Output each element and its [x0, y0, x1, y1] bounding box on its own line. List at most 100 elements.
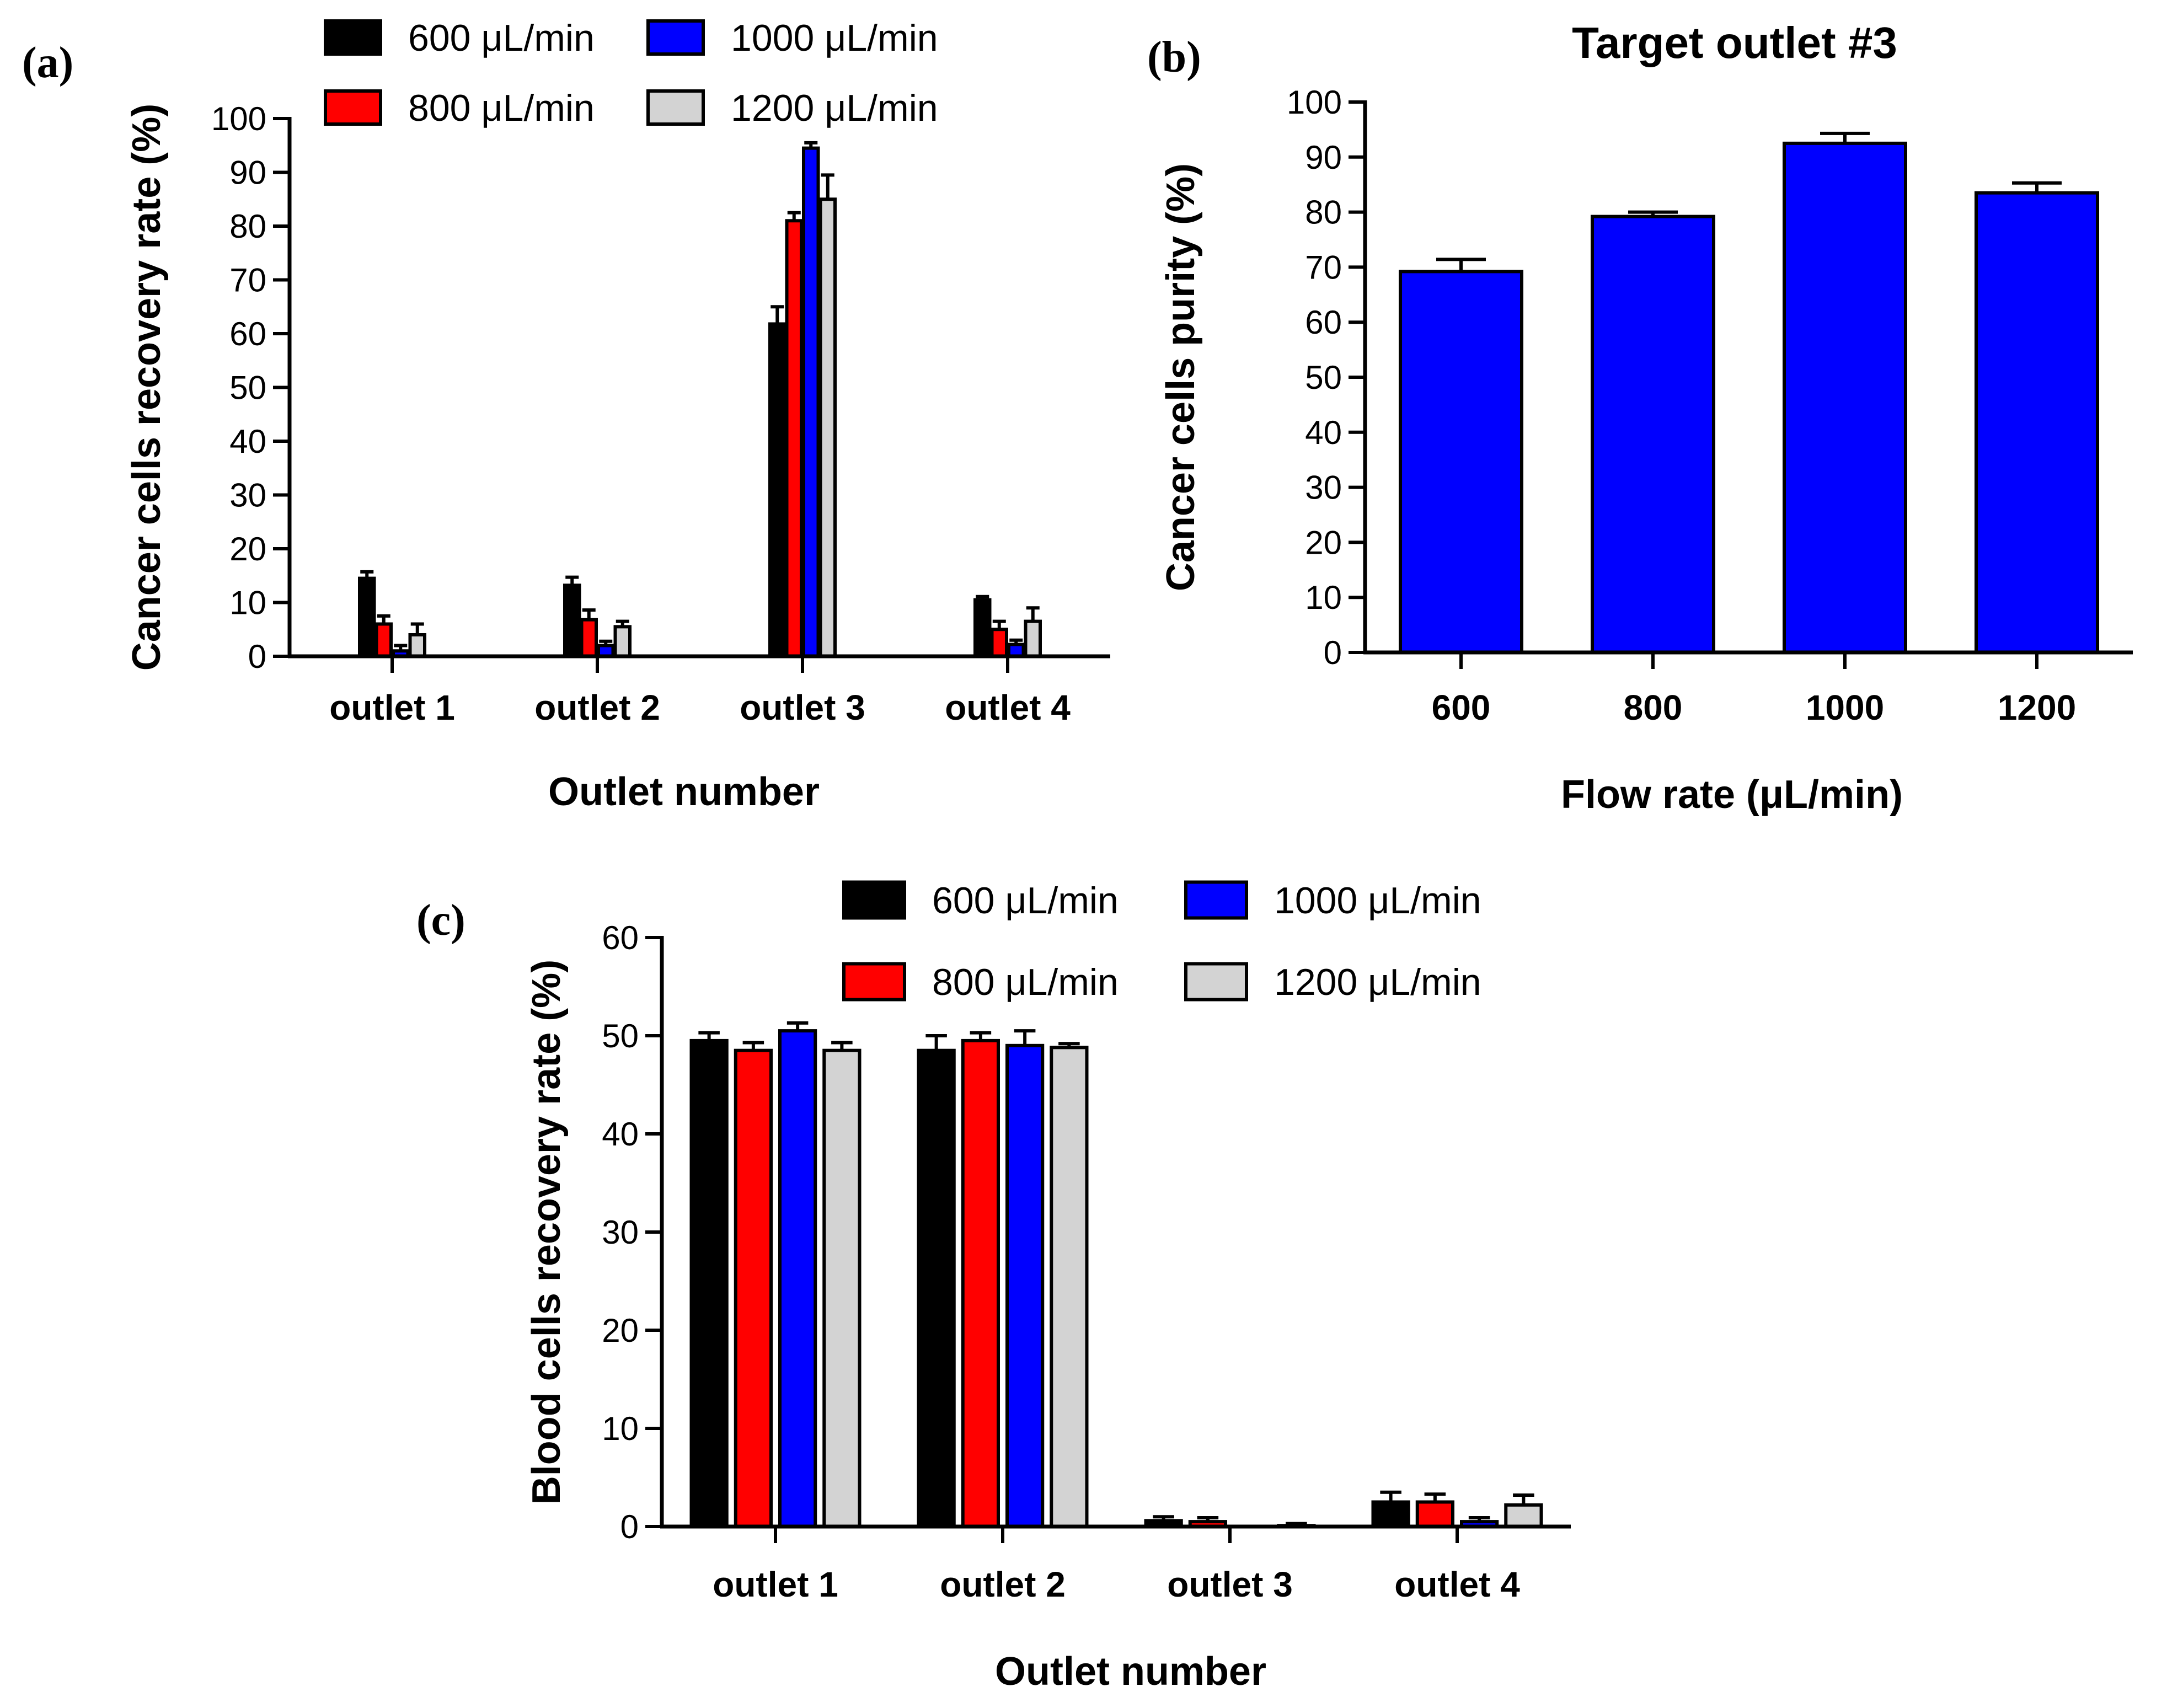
bar — [802, 146, 820, 658]
y-tick-label: 50 — [229, 370, 266, 406]
bar — [973, 598, 992, 658]
y-tick-label: 0 — [1324, 634, 1342, 671]
x-tick-label: outlet 3 — [740, 688, 865, 727]
y-tick-label: 0 — [620, 1508, 639, 1545]
legend-label: 1200 μL/min — [1274, 961, 1481, 1003]
legend-swatch — [324, 89, 382, 126]
bar — [358, 576, 376, 658]
bar — [1024, 619, 1042, 658]
x-tick-label: outlet 2 — [534, 688, 660, 727]
legend-swatch — [1184, 880, 1248, 920]
x-tick-label: outlet 3 — [1167, 1565, 1293, 1604]
y-tick-label: 40 — [229, 423, 266, 460]
y-tick-label: 80 — [229, 208, 266, 245]
panel-label: (b) — [1147, 33, 1201, 82]
y-tick-label: 50 — [602, 1018, 639, 1054]
x-tick-label: outlet 4 — [1394, 1565, 1520, 1604]
legend-label: 800 μL/min — [932, 961, 1119, 1003]
legend-label: 1000 μL/min — [731, 17, 938, 59]
y-tick-label: 50 — [1305, 359, 1342, 396]
legend-label: 1200 μL/min — [731, 87, 938, 129]
x-tick-label: 600 — [1432, 688, 1491, 727]
bar — [374, 622, 393, 658]
legend: 600 μL/min 800 μL/min 1000 μL/min 1200 μL/m… — [324, 17, 938, 129]
bar — [689, 1038, 729, 1528]
x-tick-label: outlet 1 — [713, 1565, 838, 1604]
y-axis-title: Cancer cells purity (%) — [1159, 163, 1203, 591]
x-axis-title: Flow rate (μL/min) — [1561, 773, 1903, 817]
legend-label: 600 μL/min — [932, 880, 1119, 922]
y-tick-label: 30 — [1305, 469, 1342, 506]
bar — [778, 1029, 817, 1528]
x-tick-label: outlet 1 — [329, 688, 455, 727]
y-tick-label: 30 — [229, 477, 266, 514]
y-tick-label: 60 — [602, 919, 639, 956]
bar — [917, 1048, 956, 1528]
bar — [1591, 215, 1715, 655]
bar — [1415, 1500, 1454, 1528]
x-tick-label: outlet 2 — [940, 1565, 1066, 1604]
y-tick-label: 70 — [229, 262, 266, 299]
legend-label: 800 μL/min — [408, 87, 595, 129]
bar — [408, 633, 426, 658]
chart-title: Target outlet #3 — [1572, 18, 1897, 67]
y-tick-label: 60 — [1305, 304, 1342, 341]
chart-panel-2: (b) Target outlet #3 0 10 20 30 40 50 60 70 80 90 10… — [1147, 18, 2133, 817]
legend-swatch — [646, 89, 705, 126]
bar — [961, 1038, 1000, 1528]
legend-swatch — [842, 962, 906, 1002]
chart-panel-3: (c) 0 10 20 30 40 50 60 outlet 1 outlet 2 outlet 3… — [416, 880, 1571, 1694]
y-tick-label: 90 — [1305, 139, 1342, 176]
y-tick-label: 40 — [1305, 414, 1342, 451]
y-tick-label: 90 — [229, 154, 266, 191]
bar — [1399, 270, 1523, 655]
y-tick-label: 10 — [1305, 579, 1342, 616]
y-axis-title: Cancer cells recovery rate (%) — [125, 104, 169, 671]
legend-swatch — [842, 880, 906, 920]
x-tick-label: 1000 — [1806, 688, 1884, 727]
y-tick-label: 100 — [211, 100, 266, 137]
bar — [818, 197, 837, 658]
y-tick-label: 40 — [602, 1116, 639, 1153]
x-axis-title: Outlet number — [548, 770, 820, 814]
legend-label: 600 μL/min — [408, 17, 595, 59]
y-axis-title: Blood cells recovery rate (%) — [525, 960, 569, 1504]
panel-label: (c) — [416, 896, 465, 945]
bar — [1371, 1500, 1410, 1528]
y-tick-label: 0 — [248, 638, 266, 675]
bar — [613, 625, 632, 658]
bar — [1783, 141, 1907, 655]
bar — [580, 618, 598, 658]
bar — [1975, 191, 2099, 655]
bar — [563, 583, 581, 658]
bar — [785, 219, 803, 658]
y-tick-label: 70 — [1305, 249, 1342, 286]
y-tick-label: 30 — [602, 1214, 639, 1251]
bar — [1050, 1046, 1089, 1528]
bar — [768, 322, 786, 658]
y-tick-label: 20 — [229, 531, 266, 567]
y-tick-label: 60 — [229, 315, 266, 352]
legend-swatch — [324, 19, 382, 56]
y-tick-label: 20 — [1305, 524, 1342, 561]
x-axis-title: Outlet number — [995, 1650, 1266, 1694]
y-tick-label: 20 — [602, 1312, 639, 1349]
y-tick-label: 80 — [1305, 194, 1342, 231]
y-tick-label: 10 — [602, 1410, 639, 1447]
chart-panel-1: (a) 0 10 20 30 40 50 60 70 80 90 100 outlet 1 outlet … — [22, 17, 1110, 814]
panel-label: (a) — [22, 39, 73, 87]
x-tick-label: 800 — [1624, 688, 1683, 727]
bar — [1005, 1043, 1045, 1529]
legend-swatch — [646, 19, 705, 56]
legend-swatch — [1184, 962, 1248, 1002]
x-tick-label: outlet 4 — [945, 688, 1071, 727]
bar — [734, 1048, 773, 1528]
bar — [990, 628, 1008, 658]
legend: 600 μL/min 800 μL/min 1000 μL/min 1200 μL/m… — [842, 880, 1481, 1003]
legend-label: 1000 μL/min — [1274, 880, 1481, 922]
x-tick-label: 1200 — [1998, 688, 2076, 727]
y-tick-label: 100 — [1287, 84, 1342, 121]
y-tick-label: 10 — [229, 585, 266, 622]
bar — [1504, 1503, 1543, 1529]
